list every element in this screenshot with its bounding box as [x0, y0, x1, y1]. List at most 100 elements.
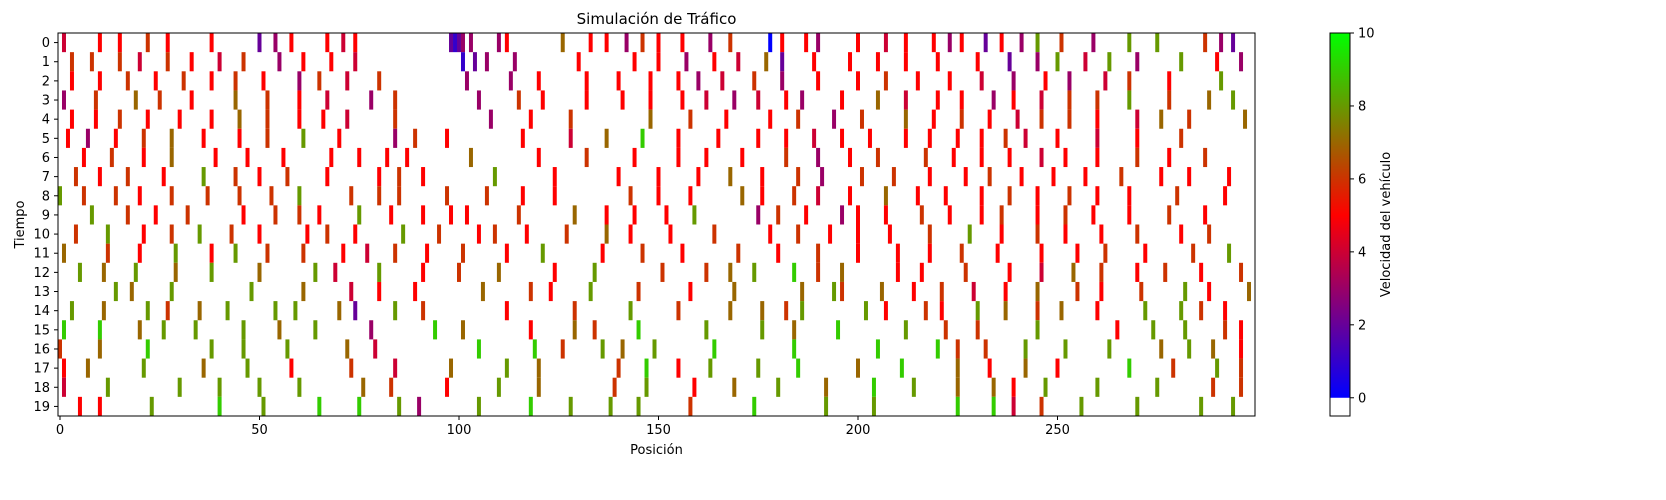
vehicle-cell	[620, 339, 625, 359]
vehicle-cell	[840, 262, 845, 282]
y-tick-label: 15	[33, 323, 50, 338]
vehicle-cell	[453, 33, 457, 53]
vehicle-cell	[536, 71, 541, 91]
vehicle-cell	[792, 262, 797, 282]
vehicle-cell	[1167, 205, 1172, 225]
vehicle-cell	[987, 167, 992, 187]
vehicle-cell	[421, 301, 426, 321]
vehicle-cell	[77, 396, 82, 416]
vehicle-cell	[1167, 90, 1172, 110]
vehicle-cell	[445, 377, 450, 397]
y-tick-label: 8	[42, 189, 50, 204]
vehicle-cell	[768, 224, 773, 244]
vehicle-cell	[1095, 109, 1100, 129]
vehicle-cell	[979, 147, 984, 168]
vehicle-cell	[628, 301, 633, 321]
vehicle-cell	[189, 52, 194, 72]
vehicle-cell	[297, 186, 302, 206]
vehicle-cell	[676, 71, 681, 91]
vehicle-cell	[863, 301, 868, 321]
vehicle-cell	[903, 90, 908, 110]
vehicle-cell	[81, 147, 86, 168]
vehicle-cell	[628, 224, 633, 244]
vehicle-cell	[736, 243, 741, 263]
vehicle-cell	[688, 109, 693, 129]
vehicle-cell	[636, 320, 641, 340]
vehicle-cell	[520, 128, 525, 148]
vehicle-cell	[592, 320, 597, 340]
vehicle-cell	[1231, 33, 1236, 53]
vehicle-cell	[1219, 71, 1224, 91]
vehicle-cell	[732, 377, 737, 397]
vehicle-cell	[145, 301, 150, 321]
vehicle-cell	[257, 33, 262, 53]
vehicle-cell	[349, 358, 354, 378]
vehicle-cell	[460, 243, 465, 263]
vehicle-cell	[145, 33, 150, 53]
vehicle-cell	[816, 243, 821, 263]
vehicle-cell	[516, 90, 521, 110]
vehicle-cell	[449, 33, 454, 53]
vehicle-cell	[640, 243, 645, 263]
vehicle-cell	[676, 301, 681, 321]
colorbar-tick-label: 2	[1358, 318, 1366, 333]
vehicle-cell	[437, 224, 442, 244]
vehicle-cell	[532, 339, 537, 359]
vehicle-cell	[536, 358, 541, 378]
vehicle-cell	[975, 320, 980, 340]
vehicle-cell	[1067, 71, 1072, 91]
vehicle-cell	[1155, 377, 1160, 397]
vehicle-cell	[169, 147, 174, 168]
vehicle-cell	[1239, 358, 1244, 378]
vehicle-cell	[209, 109, 214, 129]
vehicle-cell	[740, 147, 745, 168]
vehicle-cell	[58, 339, 62, 359]
vehicle-cell	[337, 301, 342, 321]
vehicle-cell	[496, 262, 501, 282]
vehicle-cell	[393, 358, 398, 378]
vehicle-cell	[313, 262, 318, 282]
vehicle-cell	[696, 71, 701, 91]
vehicle-cell	[891, 167, 896, 187]
vehicle-cell	[85, 128, 90, 148]
vehicle-cell	[141, 128, 146, 148]
vehicle-cell	[688, 396, 693, 416]
vehicle-cell	[81, 186, 86, 206]
chart-title: Simulación de Tráfico	[577, 10, 737, 28]
vehicle-cell	[1039, 147, 1044, 168]
vehicle-cell	[1011, 71, 1016, 91]
vehicle-cell	[1095, 301, 1100, 321]
vehicle-cell	[903, 33, 908, 53]
vehicle-cell	[468, 33, 473, 53]
vehicle-cell	[528, 281, 533, 302]
vehicle-cell	[161, 320, 166, 340]
y-tick-label: 14	[33, 304, 50, 319]
vehicle-cell	[1003, 281, 1008, 302]
vehicle-cell	[105, 224, 110, 244]
vehicle-cell	[165, 301, 170, 321]
vehicle-cell	[261, 396, 266, 416]
y-tick-label: 10	[33, 228, 50, 243]
vehicle-cell	[536, 377, 541, 397]
vehicle-cell	[117, 52, 122, 72]
vehicle-cell	[816, 262, 821, 282]
vehicle-cell	[217, 396, 222, 416]
vehicle-cell	[1083, 52, 1088, 72]
vehicle-cell	[540, 243, 545, 263]
vehicle-cell	[632, 205, 637, 225]
vehicle-cell	[704, 262, 709, 282]
vehicle-cell	[257, 224, 262, 244]
vehicle-cell	[536, 147, 541, 168]
vehicle-cell	[979, 186, 984, 206]
vehicle-cell	[792, 186, 797, 206]
vehicle-cell	[895, 262, 900, 282]
vehicle-cell	[955, 377, 960, 397]
vehicle-cell	[61, 243, 66, 263]
vehicle-cell	[959, 243, 964, 263]
vehicle-cell	[161, 167, 166, 187]
vehicle-cell	[504, 33, 509, 53]
vehicle-cell	[780, 71, 785, 91]
vehicle-cell	[504, 243, 509, 263]
vehicle-cell	[1103, 71, 1108, 91]
